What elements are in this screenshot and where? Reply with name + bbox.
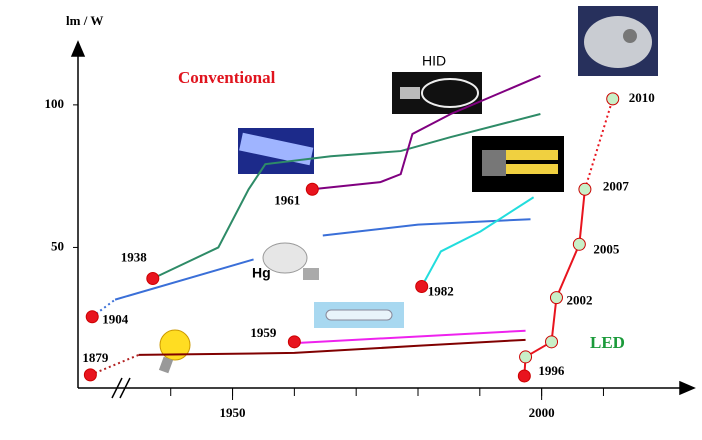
annotation: Hg — [252, 265, 271, 281]
annotation: HID — [422, 53, 446, 69]
data-point — [305, 182, 319, 196]
cfl-picture — [472, 136, 564, 192]
data-point — [578, 182, 592, 196]
data-point — [606, 92, 620, 106]
series-line — [138, 338, 526, 356]
halogen-lamp-picture — [314, 302, 404, 328]
series-line — [296, 329, 526, 344]
data-point — [519, 350, 533, 364]
x-tick-label: 1950 — [220, 405, 246, 420]
data-point — [549, 291, 563, 305]
series-line — [152, 113, 541, 280]
y-tick-label: 100 — [45, 96, 65, 111]
point-label: 1904 — [102, 312, 129, 327]
series-line — [523, 189, 586, 377]
hid-lamp-picture — [392, 72, 482, 114]
point-label: 1961 — [274, 192, 300, 207]
point-label: 2005 — [593, 241, 620, 256]
series-line — [420, 196, 535, 287]
point-label: 1959 — [250, 325, 277, 340]
data-point — [545, 335, 559, 349]
point-label: 1938 — [121, 250, 148, 265]
data-point — [572, 237, 586, 251]
series-line — [583, 98, 614, 190]
data-point — [146, 272, 160, 286]
led-module-picture — [578, 6, 658, 76]
incandescent-bulb-picture — [158, 329, 191, 374]
x-tick-label: 2000 — [529, 405, 555, 420]
point-label: 2002 — [566, 293, 592, 308]
point-label: 1996 — [538, 363, 565, 378]
data-point — [287, 335, 301, 349]
data-point — [83, 368, 97, 382]
data-point — [517, 369, 531, 383]
hg-lamp-picture — [262, 242, 319, 280]
annotation: LED — [590, 333, 625, 352]
point-label: 2007 — [603, 178, 630, 193]
annotation: Conventional — [178, 68, 276, 87]
point-label: 1982 — [428, 283, 454, 298]
axes — [70, 40, 696, 399]
series-line — [89, 354, 139, 376]
y-axis-label: lm / W — [66, 13, 103, 28]
series-line — [114, 218, 531, 301]
data-point — [415, 280, 429, 293]
point-label: 1879 — [82, 350, 109, 365]
point-label: 2010 — [629, 90, 655, 105]
fluorescent-tube-picture — [238, 128, 314, 174]
y-tick-label: 50 — [51, 238, 64, 253]
series-line — [312, 74, 541, 191]
data-point — [85, 310, 99, 324]
